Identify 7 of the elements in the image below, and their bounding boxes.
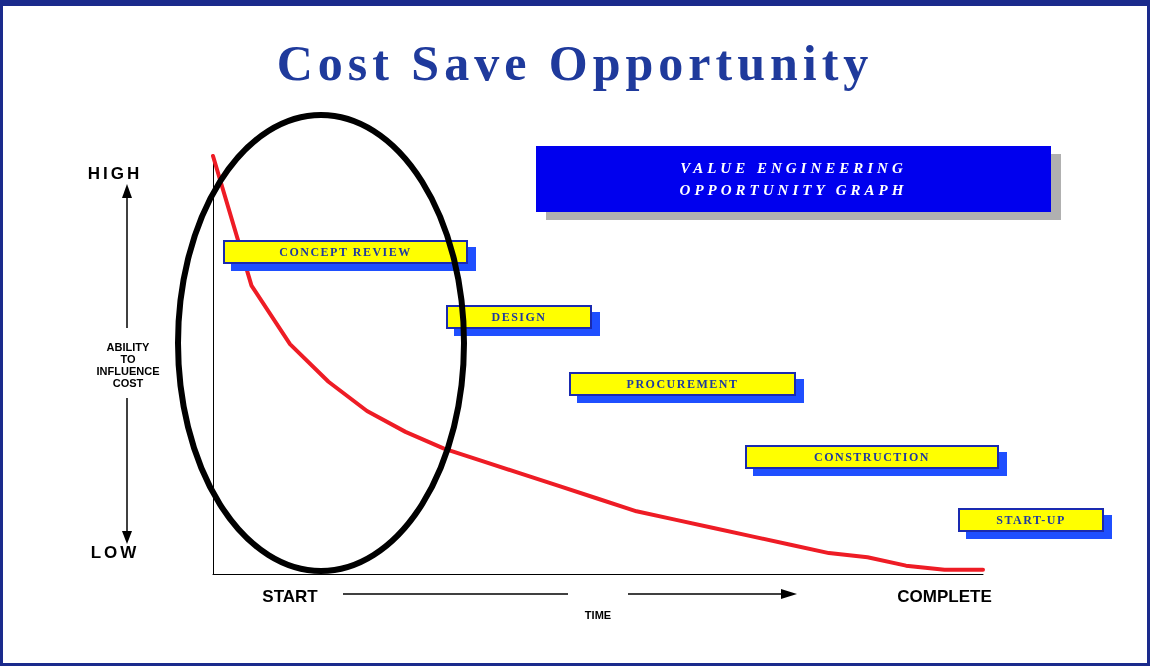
text: HIGH bbox=[86, 164, 144, 184]
y-axis-title: ABILITY TO INFLUENCE COST bbox=[96, 341, 160, 389]
x-tick-label: COMPLETE bbox=[897, 587, 992, 606]
chart-title: Cost Save Opportunity bbox=[275, 34, 875, 92]
x-tick-label: START bbox=[262, 587, 319, 606]
x-axis-title: TIME bbox=[584, 609, 612, 622]
text: LOW bbox=[89, 543, 141, 563]
